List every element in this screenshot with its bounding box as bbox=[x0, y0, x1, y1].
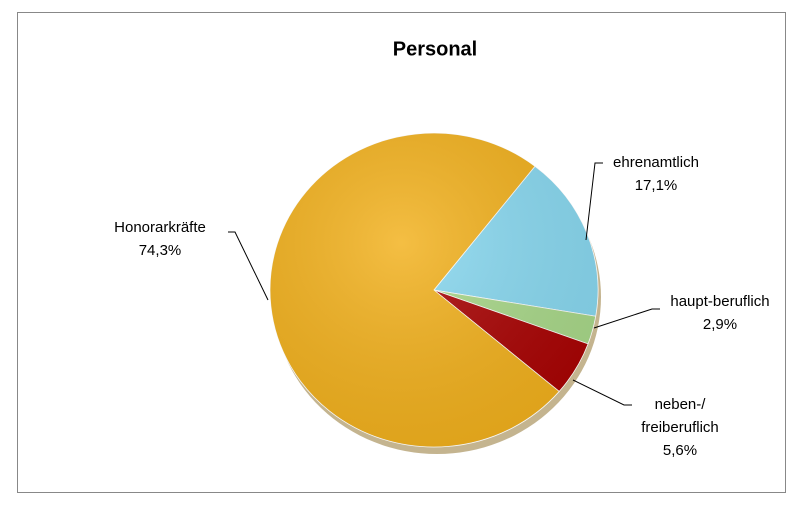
category-label: haupt-beruflich bbox=[670, 293, 769, 310]
value-label: 74,3% bbox=[139, 242, 182, 259]
labels: ehrenamtlich 17,1% haupt-beruflich 2,9% nebe… bbox=[114, 154, 769, 459]
leader-line bbox=[228, 231, 269, 301]
leader-line bbox=[593, 308, 660, 329]
leader-line bbox=[585, 162, 603, 241]
category-label: ehrenamtlich bbox=[613, 154, 699, 171]
value-label: 5,6% bbox=[663, 442, 697, 459]
pie bbox=[269, 132, 599, 448]
chart-title: Personal bbox=[393, 38, 477, 60]
leader-line bbox=[572, 379, 632, 406]
value-label: 2,9% bbox=[703, 316, 737, 333]
category-label: neben-/freiberuflich bbox=[641, 396, 719, 436]
category-label: Honorarkräfte bbox=[114, 219, 206, 236]
value-label: 17,1% bbox=[635, 177, 678, 194]
